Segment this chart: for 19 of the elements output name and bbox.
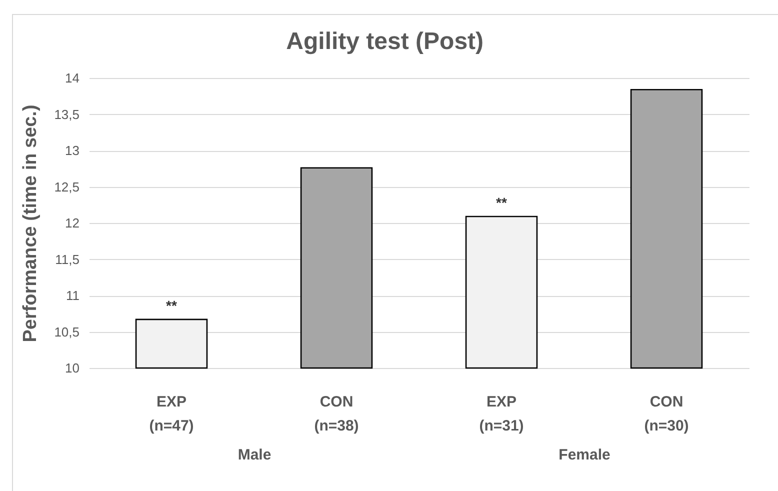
y-tick-label: 13 bbox=[65, 143, 80, 158]
x-tick-label: CON (n=38) bbox=[314, 394, 359, 434]
y-tick-label: 10,5 bbox=[54, 324, 80, 340]
annotation: ** bbox=[496, 194, 508, 210]
x-tick-label: EXP (n=47) bbox=[149, 394, 194, 434]
y-tick-label: 11,5 bbox=[55, 252, 80, 267]
y-tick-label: 12,5 bbox=[54, 179, 80, 194]
y-tick-label: 10 bbox=[65, 360, 80, 376]
y-axis-title: Performance (time in sec.) bbox=[20, 104, 42, 342]
x-tick-label: CON (n=30) bbox=[644, 394, 689, 434]
y-tick-label: 11 bbox=[66, 288, 80, 303]
y-tick-label: 12 bbox=[65, 216, 80, 230]
text: Female bbox=[558, 446, 610, 464]
text: Male bbox=[238, 446, 272, 464]
x-tick-label: EXP (n=31) bbox=[479, 394, 524, 434]
chart-title: Agility test (Post) bbox=[286, 28, 484, 55]
annotation: ** bbox=[166, 297, 178, 314]
y-tick-label: 13,5 bbox=[54, 106, 80, 122]
y-tick-label: 14 bbox=[65, 70, 80, 86]
